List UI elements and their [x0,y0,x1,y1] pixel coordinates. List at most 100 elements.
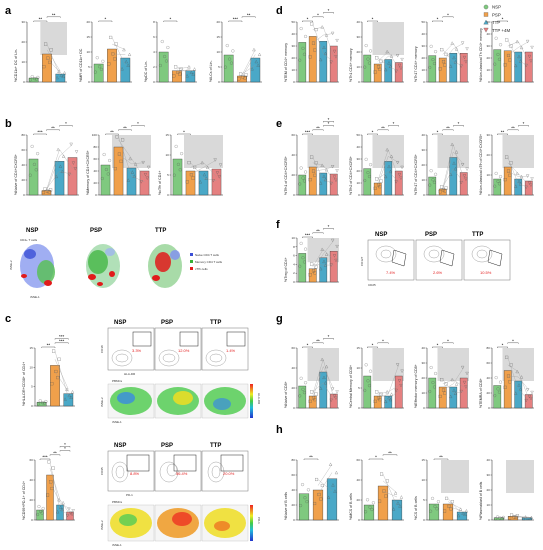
sample-point [211,179,215,183]
y-axis-label: %ILCs of Lin- [209,60,213,82]
y-tick-label: 0 [488,193,490,197]
legend-label-ttp: TTP [492,20,500,25]
y-tick-label: 10 [421,68,425,72]
sample-point [380,472,384,476]
sample-point [252,47,256,52]
significance-bracket [442,342,454,344]
legend-label-nsp: NSP [492,5,501,10]
y-axis-label: %cTfh of CD4+ [158,171,162,195]
sample-point [388,64,393,68]
y-tick-label: 15 [86,35,90,39]
sample-point [399,384,403,388]
sample-point [322,174,326,178]
sample-point [204,176,208,180]
paired-line [507,375,529,390]
flow-f-yaxis: CD127 [360,256,364,266]
significance-bracket [367,346,378,348]
significance-stars: * [64,442,66,447]
sample-point [331,387,335,391]
bar-psp [438,386,447,409]
sample-point [440,48,444,52]
sample-point [514,184,518,188]
bar-chart-g-21: 0 20 40 60 80 %TEMRA of CD8+ * * [479,338,534,410]
sample-point [313,173,317,177]
sample-point [36,402,40,406]
significance-bracket [432,133,443,135]
y-tick-label: 60 [21,148,25,152]
sample-point [223,65,227,69]
sample-point [508,380,512,384]
bar-psp [107,48,117,83]
y-tick-label: 80 [93,145,97,149]
sample-point [332,49,337,54]
sample-point [229,61,233,65]
sample-point [41,401,45,405]
sample-point [429,509,433,513]
paired-line [377,55,399,67]
sample-point [323,381,328,385]
significance-bracket [432,20,443,22]
significance-stars: ** [247,12,251,17]
significance-stars: * [328,224,330,229]
y-tick-label: 10 [421,391,425,395]
bar-chart-a-0: 0 10 20 30 %CD11c+ DC of Lin- ** ** [14,12,67,84]
y-tick-label: 60 [29,458,33,462]
y-tick-label: 40 [29,478,33,482]
significance-stars: * [307,343,309,348]
paired-line [312,166,334,172]
sample-point [505,155,509,159]
sample-point [174,65,178,69]
sample-point [497,390,501,394]
sample-point [371,501,375,505]
bar-chart-g-19: 0 5 10 15 %Central Memory of CD8+ * * [349,338,404,410]
bar-ttp4m [524,394,533,409]
flow-c2-colorscale [250,505,253,541]
sample-point [369,49,373,53]
sample-point [436,500,440,504]
significance-stars: *** [233,17,239,22]
paired-line [377,57,399,72]
paired-line [176,66,191,75]
flow-c1-label-psp: PSP [161,320,173,326]
sample-point [514,391,518,395]
sample-point [228,57,232,61]
flow-f-label-ttp: TTP [472,232,483,238]
bar-nsp [100,164,111,196]
sample-point [385,147,389,152]
sample-point [524,185,528,189]
sample-point [322,45,326,49]
sample-point [114,42,118,46]
sample-point [313,501,317,506]
y-tick-label: 10 [421,478,425,482]
significance-bracket [518,125,529,127]
y-tick-label: 8 [293,245,295,249]
sample-point [51,466,55,470]
paired-line [442,367,464,391]
sample-point [388,397,393,402]
sample-point [191,72,195,76]
sample-point [126,63,130,67]
sample-point [71,161,76,165]
bar-ttp [63,393,74,407]
significance-stars: ** [381,125,385,130]
significance-stars: *** [42,455,48,460]
sample-point [518,387,523,391]
bar-chart-g-20: 0 10 20 30 40 %Effector memory of CD8+ * * [414,338,469,410]
sample-point [60,169,64,173]
sample-point [443,391,447,395]
y-tick-label: 40 [421,346,425,350]
paired-line [382,480,398,494]
sample-point [302,179,306,183]
significance-bracket [33,133,47,135]
significance-bracket [323,228,334,230]
y-tick-label: 50 [291,20,295,24]
y-tick-label: 20 [486,391,490,395]
sample-point [461,365,465,370]
paired-line [442,168,464,187]
significance-stars: ** [53,450,57,455]
significance-bracket [323,12,334,14]
significance-stars: ** [388,450,392,455]
sample-point [465,167,469,171]
sample-point [122,47,126,52]
